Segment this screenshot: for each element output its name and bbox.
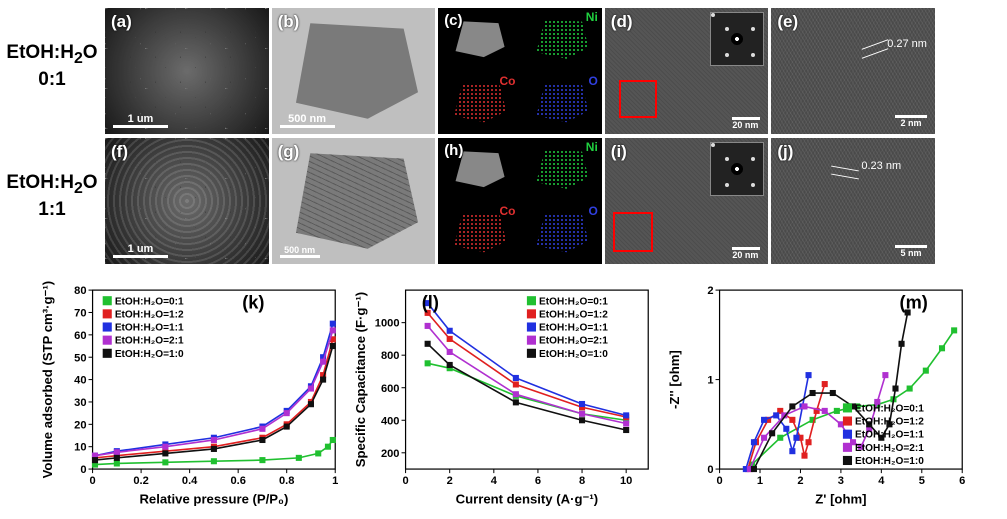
svg-text:2: 2 bbox=[447, 475, 453, 487]
svg-text:EtOH:H₂O=1:0: EtOH:H₂O=1:0 bbox=[539, 349, 608, 360]
svg-text:60: 60 bbox=[74, 330, 86, 342]
svg-text:8: 8 bbox=[579, 475, 585, 487]
svg-text:3: 3 bbox=[837, 475, 843, 487]
fft-inset bbox=[710, 142, 764, 196]
svg-text:4: 4 bbox=[491, 475, 498, 487]
svg-text:EtOH:H₂O=2:1: EtOH:H₂O=2:1 bbox=[539, 336, 608, 347]
svg-text:600: 600 bbox=[381, 383, 400, 395]
svg-text:EtOH:H₂O=2:1: EtOH:H₂O=2:1 bbox=[115, 336, 184, 347]
svg-text:200: 200 bbox=[381, 448, 400, 460]
row-label-1: EtOH:H2O 1:1 bbox=[2, 172, 102, 222]
svg-text:800: 800 bbox=[381, 350, 400, 362]
svg-text:EtOH:H₂O=0:1: EtOH:H₂O=0:1 bbox=[115, 296, 184, 307]
svg-text:EtOH:H₂O=0:1: EtOH:H₂O=0:1 bbox=[539, 296, 608, 307]
row-label-0: EtOH:H2O 0:1 bbox=[2, 42, 102, 92]
microscopy-grid: (a) 1 um (b) 500 nm (c) Ni Co O (d) 20 n… bbox=[105, 8, 935, 264]
tem-panel-b: (b) 500 nm bbox=[272, 8, 436, 134]
svg-text:70: 70 bbox=[74, 308, 86, 320]
svg-text:20: 20 bbox=[74, 419, 86, 431]
lattice-panel-j: (j) 0.23 nm 5 nm bbox=[771, 138, 935, 264]
svg-text:0: 0 bbox=[707, 464, 713, 476]
svg-text:Specific Capacitance (F·g⁻¹): Specific Capacitance (F·g⁻¹) bbox=[353, 292, 368, 467]
chart-k: 00.20.40.60.8101020304050607080Relative … bbox=[40, 280, 343, 505]
svg-text:EtOH:H₂O=1:1: EtOH:H₂O=1:1 bbox=[539, 323, 608, 334]
eds-panel-h: (h) Ni Co O bbox=[438, 138, 602, 264]
svg-text:EtOH:H₂O=1:2: EtOH:H₂O=1:2 bbox=[539, 309, 608, 320]
top-row: (a) 1 um (b) 500 nm (c) Ni Co O (d) 20 n… bbox=[105, 8, 935, 134]
svg-text:EtOH:H₂O=1:2: EtOH:H₂O=1:2 bbox=[855, 417, 924, 428]
svg-text:Volume adsorbed (STP cm³·g⁻¹): Volume adsorbed (STP cm³·g⁻¹) bbox=[40, 281, 55, 479]
fft-inset bbox=[710, 12, 764, 66]
hrtem-panel-d: (d) 20 nm bbox=[605, 8, 769, 134]
bottom-row: (f) 1 um (g) 500 nm (h) Ni Co O (i) 20 n… bbox=[105, 138, 935, 264]
svg-text:Z' [ohm]: Z' [ohm] bbox=[815, 491, 866, 506]
svg-text:5: 5 bbox=[918, 475, 924, 487]
svg-text:0: 0 bbox=[403, 475, 409, 487]
roi-box bbox=[613, 212, 653, 252]
svg-text:EtOH:H₂O=1:2: EtOH:H₂O=1:2 bbox=[115, 309, 184, 320]
svg-text:0.6: 0.6 bbox=[230, 475, 245, 487]
hrtem-panel-i: (i) 20 nm bbox=[605, 138, 769, 264]
svg-text:0: 0 bbox=[80, 464, 86, 476]
svg-text:1: 1 bbox=[707, 375, 713, 387]
svg-text:0.2: 0.2 bbox=[133, 475, 148, 487]
svg-text:6: 6 bbox=[535, 475, 541, 487]
charts-row: 00.20.40.60.8101020304050607080Relative … bbox=[40, 280, 970, 505]
svg-text:Relative pressure (P/P₀): Relative pressure (P/P₀) bbox=[139, 491, 288, 506]
svg-text:400: 400 bbox=[381, 415, 400, 427]
sem-panel-a: (a) 1 um bbox=[105, 8, 269, 134]
svg-text:30: 30 bbox=[74, 397, 86, 409]
svg-text:10: 10 bbox=[620, 475, 632, 487]
svg-text:-Z'' [ohm]: -Z'' [ohm] bbox=[667, 350, 682, 409]
svg-text:80: 80 bbox=[74, 285, 86, 297]
svg-text:0: 0 bbox=[716, 475, 722, 487]
svg-text:0.8: 0.8 bbox=[279, 475, 294, 487]
svg-text:1: 1 bbox=[757, 475, 763, 487]
svg-text:(k): (k) bbox=[242, 292, 264, 312]
roi-box bbox=[619, 80, 657, 118]
svg-text:0.4: 0.4 bbox=[182, 475, 198, 487]
svg-text:EtOH:H₂O=1:1: EtOH:H₂O=1:1 bbox=[855, 430, 924, 441]
panel-label: (a) bbox=[111, 12, 132, 32]
svg-text:1: 1 bbox=[332, 475, 338, 487]
sem-panel-f: (f) 1 um bbox=[105, 138, 269, 264]
svg-text:0: 0 bbox=[89, 475, 95, 487]
tem-panel-g: (g) 500 nm bbox=[272, 138, 436, 264]
svg-text:4: 4 bbox=[878, 475, 885, 487]
svg-text:EtOH:H₂O=1:0: EtOH:H₂O=1:0 bbox=[115, 349, 184, 360]
svg-text:EtOH:H₂O=0:1: EtOH:H₂O=0:1 bbox=[855, 403, 924, 414]
svg-text:2: 2 bbox=[707, 285, 713, 297]
svg-text:10: 10 bbox=[74, 442, 86, 454]
svg-text:EtOH:H₂O=1:0: EtOH:H₂O=1:0 bbox=[855, 456, 924, 467]
svg-text:40: 40 bbox=[74, 375, 86, 387]
svg-text:50: 50 bbox=[74, 352, 86, 364]
chart-m: 0 1 2 3 4 5 6 0 1 2 Z' [ohm] -Z'' [ohm] (m) EtOH:H₂O=… bbox=[667, 280, 970, 505]
svg-text:(l): (l) bbox=[422, 292, 439, 312]
scalebar: 1 um bbox=[113, 113, 168, 128]
eds-panel-c: (c) Ni Co O bbox=[438, 8, 602, 134]
svg-text:2: 2 bbox=[797, 475, 803, 487]
lattice-panel-e: (e) 0.27 nm 2 nm bbox=[771, 8, 935, 134]
svg-text:EtOH:H₂O=1:1: EtOH:H₂O=1:1 bbox=[115, 323, 184, 334]
svg-text:EtOH:H₂O=2:1: EtOH:H₂O=2:1 bbox=[855, 443, 924, 454]
chart-l: 0 2 4 6 8 10 200 400 600 800 1000 Current density (… bbox=[353, 280, 656, 505]
svg-text:1000: 1000 bbox=[375, 318, 400, 330]
svg-text:Current density (A·g⁻¹): Current density (A·g⁻¹) bbox=[456, 491, 599, 506]
svg-text:(m): (m) bbox=[899, 292, 927, 312]
svg-text:6: 6 bbox=[959, 475, 965, 487]
